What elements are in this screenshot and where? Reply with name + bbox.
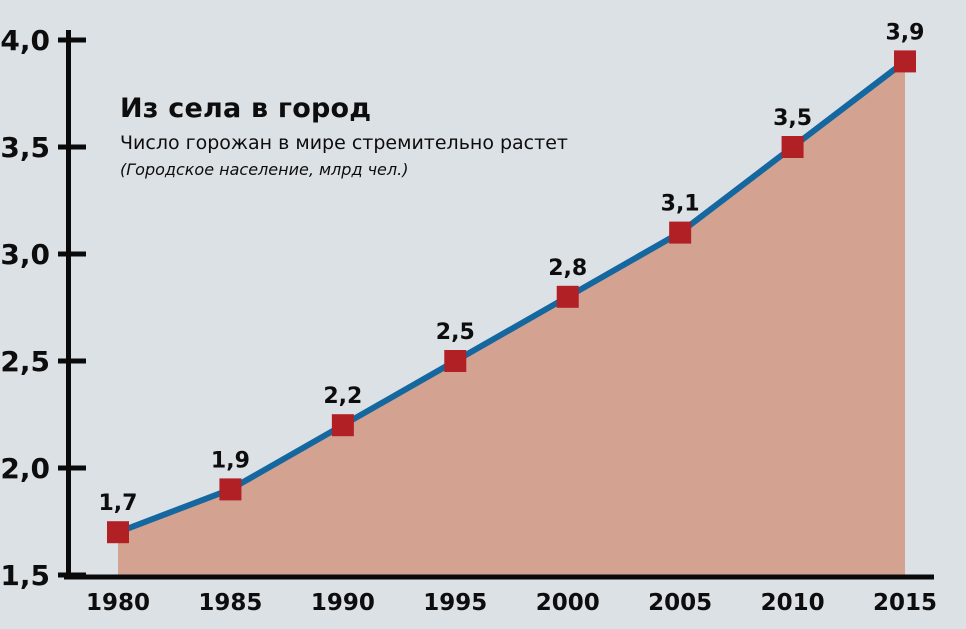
data-point-label: 2,2	[323, 384, 362, 409]
data-point-marker	[669, 221, 692, 244]
y-axis-label: 1,5	[0, 559, 50, 592]
x-axis-label: 2010	[761, 590, 825, 616]
x-axis-label: 1990	[311, 590, 375, 616]
y-axis-label: 3,5	[0, 131, 50, 164]
data-line	[115, 58, 908, 536]
chart-title: Из села в город	[120, 93, 372, 124]
data-point-label: 1,9	[211, 448, 250, 473]
data-point-marker	[331, 414, 354, 437]
data-point-label: 2,8	[548, 256, 587, 281]
data-point-label: 3,5	[773, 106, 812, 131]
y-axis-label: 4,0	[0, 24, 50, 57]
data-point-marker	[556, 285, 579, 308]
x-axis-label: 1995	[423, 590, 487, 616]
data-point-label: 2,5	[436, 320, 475, 345]
y-axis-label: 2,5	[0, 345, 50, 378]
x-axis-label: 2005	[648, 590, 712, 616]
x-axis-label: 2015	[873, 590, 937, 616]
data-point-label: 3,1	[661, 192, 700, 217]
y-axis-label: 3,0	[0, 238, 50, 271]
data-point-marker	[107, 521, 129, 544]
chart-title-block: Из села в город Число горожан в мире стр…	[120, 92, 568, 180]
data-point-marker	[219, 478, 242, 501]
x-axis-label: 2000	[536, 590, 600, 616]
x-axis-label: 1985	[198, 590, 262, 616]
area-fill	[118, 61, 905, 575]
data-point-label: 1,7	[99, 491, 138, 516]
data-point-marker	[894, 50, 916, 73]
x-axis-label: 1980	[86, 590, 150, 616]
chart-subtitle: Число горожан в мире стремительно растет	[120, 131, 568, 154]
data-point-marker	[781, 136, 804, 158]
y-axis-label: 2,0	[0, 452, 50, 485]
data-point-label: 3,9	[886, 20, 925, 45]
data-point-marker	[444, 350, 467, 372]
chart-unit-note: (Городское население, млрд чел.)	[120, 159, 409, 179]
